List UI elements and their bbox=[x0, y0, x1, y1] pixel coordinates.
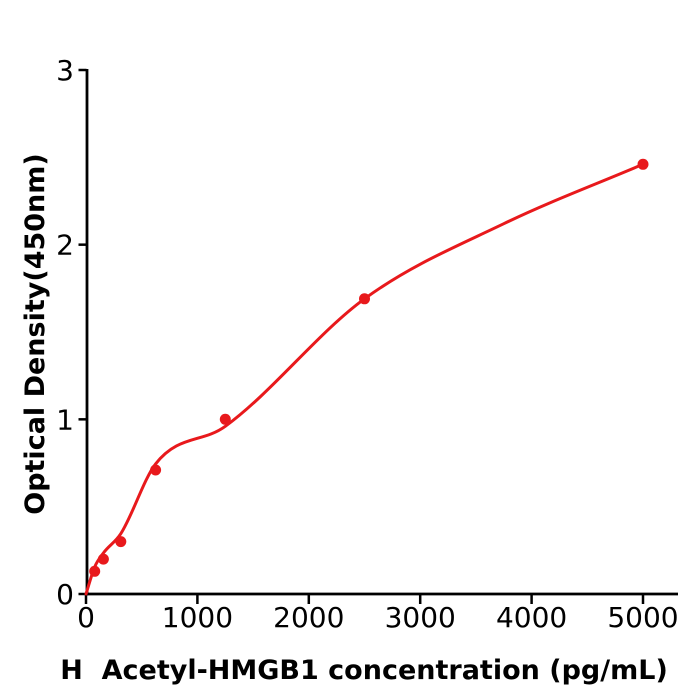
y-tick-label-1: 1 bbox=[56, 403, 74, 436]
x-tick-label-1000: 1000 bbox=[162, 601, 233, 634]
x-tick-label-5000: 5000 bbox=[607, 601, 678, 634]
data-points bbox=[89, 158, 649, 577]
data-point-78 bbox=[89, 565, 101, 577]
data-point-5000 bbox=[637, 158, 649, 170]
x-tick-label-4000: 4000 bbox=[496, 601, 567, 634]
y-tick-label-3: 3 bbox=[56, 54, 74, 87]
y-tick-label-2: 2 bbox=[56, 229, 74, 262]
data-point-625 bbox=[150, 464, 162, 476]
x-tick-label-3000: 3000 bbox=[385, 601, 456, 634]
y-axis-ticks: 0 1 2 3 bbox=[56, 54, 87, 611]
y-axis-title: Optical Density(450nm) bbox=[20, 153, 51, 515]
data-point-2500 bbox=[359, 293, 370, 305]
x-axis-title: H Acetyl-HMGB1 concentration (pg/mL) bbox=[60, 655, 668, 686]
y-tick-label-0: 0 bbox=[56, 578, 74, 611]
x-axis-ticks: 0 1000 2000 3000 4000 5000 bbox=[77, 595, 679, 634]
x-tick-label-2000: 2000 bbox=[273, 601, 344, 634]
x-tick-label-0: 0 bbox=[77, 601, 95, 634]
data-point-312 bbox=[115, 536, 127, 548]
data-point-1250 bbox=[219, 413, 231, 425]
fit-curve-line bbox=[84, 162, 645, 596]
data-point-156 bbox=[97, 553, 109, 565]
